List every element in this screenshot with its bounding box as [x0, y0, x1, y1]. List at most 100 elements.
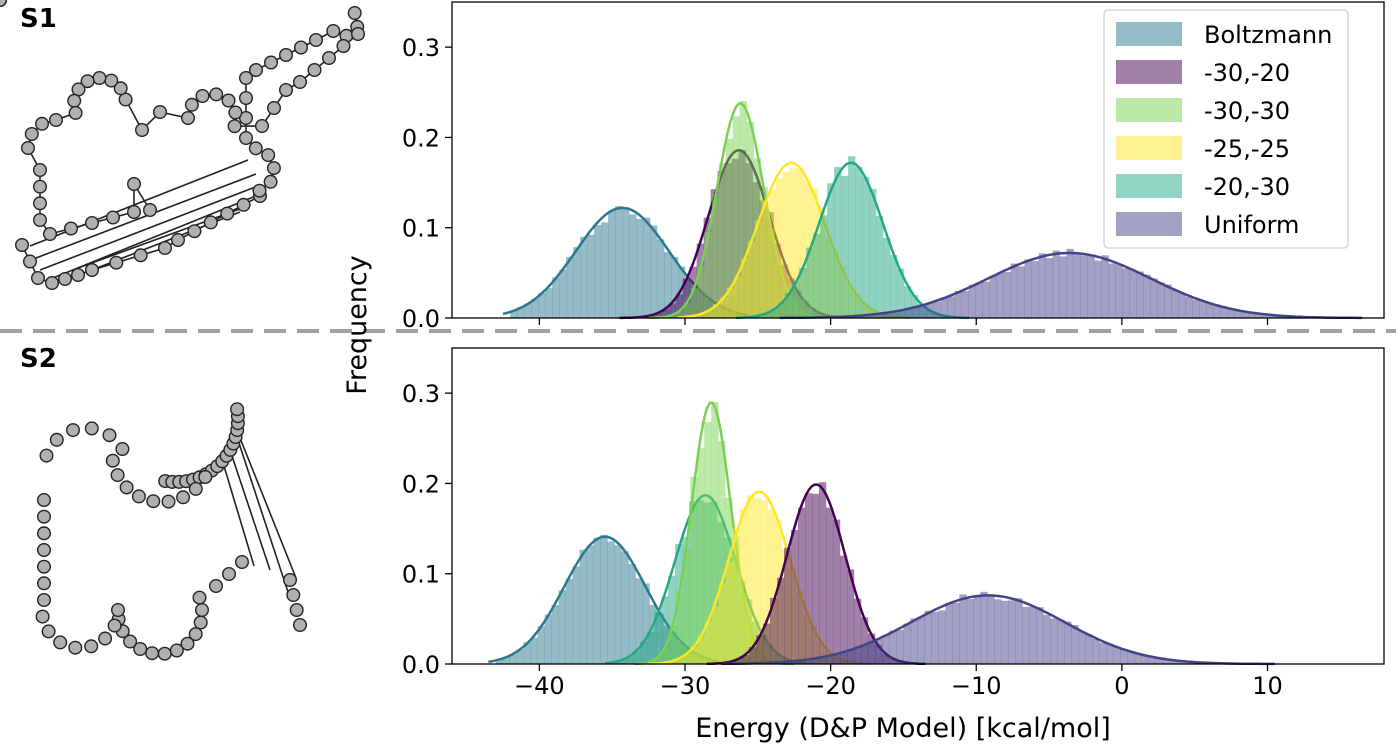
nucleotide — [157, 240, 172, 255]
histogram-bar — [910, 618, 918, 664]
nucleotide — [238, 70, 253, 85]
histogram-bar — [1122, 268, 1130, 318]
histogram-bar — [961, 290, 969, 318]
histogram-bar — [804, 493, 813, 664]
nucleotide — [43, 226, 58, 241]
histogram-bar — [671, 257, 679, 318]
histogram-bar — [832, 519, 841, 664]
histogram-bar — [1022, 606, 1030, 664]
histogram-bar — [820, 215, 828, 318]
nucleotide — [209, 87, 224, 102]
histogram-bar — [621, 551, 629, 664]
histogram-bar — [839, 555, 848, 664]
histogram-bar — [530, 637, 538, 664]
nucleotide — [33, 162, 48, 177]
histogram-bar — [1120, 649, 1128, 664]
histogram-bar — [1262, 314, 1270, 318]
histogram-bar — [711, 606, 720, 664]
histogram-bar — [615, 206, 623, 318]
backbone — [21, 12, 359, 284]
histogram-bar — [760, 500, 769, 664]
histogram-bar — [938, 610, 946, 664]
series-Uniform-S2 — [721, 591, 1275, 666]
nucleotide — [113, 81, 128, 96]
histogram-bar — [1157, 282, 1165, 318]
histogram-bar — [771, 308, 779, 318]
histogram-bar — [876, 215, 884, 318]
histogram-bar — [607, 541, 615, 664]
nucleotide — [146, 494, 161, 509]
nucleotide — [293, 618, 308, 633]
histogram-bar — [676, 310, 685, 318]
histogram-bar — [749, 647, 757, 664]
nucleotide — [326, 24, 341, 39]
histogram-bar — [647, 315, 656, 318]
histogram-bar — [1008, 600, 1016, 664]
histogram-bar — [903, 623, 911, 664]
histogram-bar — [889, 630, 897, 664]
histogram-bar — [1164, 284, 1172, 318]
histogram-bar — [657, 239, 665, 318]
nucleotide — [35, 609, 50, 624]
histogram-bar — [973, 596, 981, 664]
histogram-bar — [1080, 255, 1088, 318]
nucleotide — [248, 141, 263, 156]
nucleotide — [203, 215, 218, 230]
nucleotide — [49, 112, 64, 127]
nucleotide — [170, 232, 185, 247]
histogram-bar — [1162, 659, 1170, 664]
histogram-bar — [655, 656, 663, 664]
histogram-bar — [1031, 261, 1039, 318]
nucleotide — [84, 639, 99, 654]
nucleotide — [234, 555, 249, 570]
legend: Boltzmann -30,-20 -30,-30 -25,-25 -20,-30 Uni… — [1103, 9, 1349, 249]
histogram-bar — [1185, 296, 1193, 318]
histogram-bar — [747, 241, 756, 318]
histogram-bar — [840, 652, 848, 664]
histogram-bar — [531, 298, 539, 318]
histogram-bar — [619, 659, 627, 664]
x-tick-label: −10 — [951, 672, 1002, 700]
histogram-bar — [668, 303, 676, 318]
histogram-bar — [640, 641, 648, 664]
histogram-bar — [917, 616, 925, 664]
histogram-bar — [1206, 302, 1214, 318]
histogram-bar — [1176, 660, 1184, 664]
histogram-bar — [1073, 254, 1081, 318]
histogram-bar — [669, 660, 678, 664]
histogram-bar — [1017, 266, 1025, 318]
histogram-bar — [753, 498, 762, 664]
nucleotide — [37, 526, 52, 541]
histogram-bar — [947, 296, 955, 318]
nucleotide — [84, 215, 99, 230]
histogram-bar — [594, 225, 602, 318]
nucleotide — [293, 74, 308, 89]
histogram-bar — [1115, 264, 1123, 318]
histogram-bar — [502, 657, 510, 664]
histogram-bar — [1241, 311, 1249, 318]
histogram-bar — [633, 650, 641, 664]
nucleotide — [37, 559, 52, 574]
nucleotide — [37, 543, 52, 558]
rna-structure-diagrams — [0, 0, 366, 661]
nucleotide — [104, 73, 119, 88]
histogram-bar — [1038, 253, 1046, 318]
x-tick-label: −40 — [514, 672, 565, 700]
legend-label: Uniform — [1204, 211, 1299, 239]
histogram-bar — [1092, 638, 1100, 664]
histogram-bar — [959, 594, 967, 664]
series-2030-S1 — [735, 156, 969, 320]
y-tick-label: 0.2 — [402, 124, 440, 152]
legend-swatch — [1116, 136, 1182, 160]
histogram-bar — [1234, 310, 1242, 318]
panel-label-s2: S2 — [20, 344, 57, 374]
histogram-bar — [1071, 625, 1079, 664]
histogram-bar — [1106, 643, 1114, 664]
histogram-bar — [668, 575, 676, 664]
histogram-bar — [635, 578, 643, 664]
nucleotide — [134, 122, 149, 137]
nucleotide — [307, 63, 322, 78]
histogram-bar — [1085, 634, 1093, 664]
histogram-bar — [989, 275, 997, 318]
